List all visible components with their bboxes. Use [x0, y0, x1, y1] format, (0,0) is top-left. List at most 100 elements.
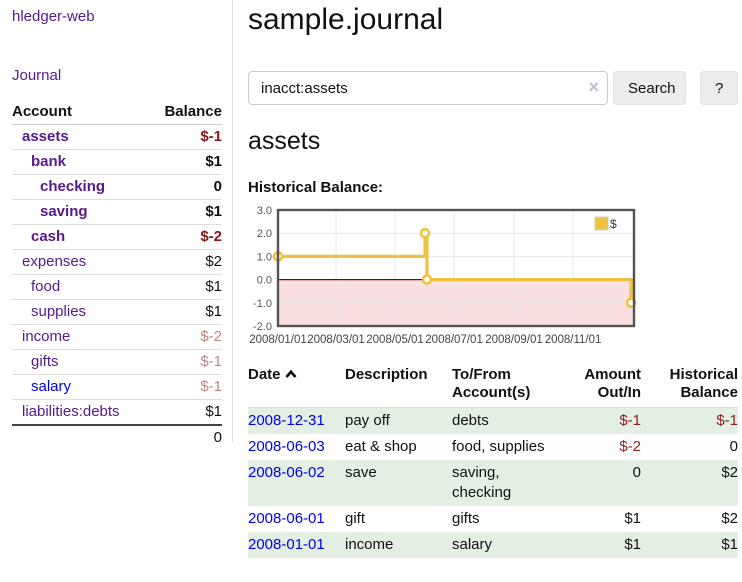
register-table: Date Description To/From Account(s) Amou… [248, 366, 738, 558]
account-row: bank $1 [12, 149, 222, 175]
register-description-cell: save [345, 464, 377, 481]
account-balance: $2 [148, 249, 222, 275]
register-description-cell: eat & shop [345, 438, 417, 455]
search-input[interactable] [248, 71, 608, 105]
account-balance: $-2 [148, 224, 222, 250]
register-accounts-cell: gifts [452, 510, 480, 527]
register-accounts-cell: debts [452, 412, 489, 429]
register-accounts-cell: salary [452, 536, 493, 553]
register-balance-cell: $1 [721, 536, 738, 553]
clear-search-icon[interactable]: × [588, 77, 599, 97]
svg-text:2008/05/01: 2008/05/01 [366, 334, 424, 346]
register-date-cell: 2008-12-31 [248, 408, 345, 435]
register-row: 2008-06-02 save saving, checking 0 $2 [248, 460, 738, 506]
register-date-cell: 2008-06-01 [248, 506, 345, 532]
transaction-date-link[interactable]: 2008-06-03 [248, 438, 325, 455]
register-date-cell: 2008-06-02 [248, 460, 345, 506]
register-balance-cell: 0 [729, 438, 738, 455]
account-link-income[interactable]: income [22, 328, 71, 345]
account-link-saving[interactable]: saving [40, 203, 88, 220]
accounts-column-header: To/From Account(s) [452, 366, 562, 408]
date-column-header[interactable]: Date [248, 366, 345, 408]
account-link-supplies[interactable]: supplies [31, 303, 87, 320]
account-link-checking[interactable]: checking [40, 178, 106, 195]
svg-text:0.0: 0.0 [257, 275, 272, 287]
help-button[interactable]: ? [700, 71, 738, 105]
account-link-assets[interactable]: assets [22, 128, 69, 145]
register-row: 2008-06-03 eat & shop food, supplies $-2 0 [248, 434, 738, 460]
register-accounts-cell: saving, checking [452, 464, 512, 501]
account-balance: $-1 [148, 374, 222, 400]
account-link-liabilities-debts[interactable]: liabilities:debts [22, 403, 120, 420]
account-link-salary[interactable]: salary [31, 378, 72, 395]
main-content: sample.journal × Search ? assets Histori… [248, 0, 738, 558]
account-balance-table: Account Balance assets $-1 bank $1 checking 0… [12, 101, 222, 450]
chart-label: Historical Balance: [248, 179, 384, 196]
account-total-row: 0 [12, 424, 222, 450]
brand-link[interactable]: hledger-web [12, 8, 95, 25]
sidebar-item-journal[interactable]: Journal [12, 67, 62, 84]
register-description-cell: pay off [345, 412, 390, 429]
transaction-date-link[interactable]: 2008-01-01 [248, 536, 325, 553]
register-balance-cell: $2 [721, 510, 738, 527]
account-balance: $-2 [148, 324, 222, 350]
svg-text:2008/01/01: 2008/01/01 [249, 334, 307, 346]
account-link-expenses[interactable]: expenses [22, 253, 87, 270]
account-link-food[interactable]: food [31, 278, 61, 295]
svg-text:2008/07/01: 2008/07/01 [425, 334, 483, 346]
account-row: gifts $-1 [12, 349, 222, 375]
account-link-gifts[interactable]: gifts [31, 353, 59, 370]
account-heading: assets [248, 127, 321, 155]
account-balance: $1 [148, 399, 222, 425]
account-balance: $1 [148, 149, 222, 175]
account-balance: $1 [148, 199, 222, 225]
transaction-date-link[interactable]: 2008-06-01 [248, 510, 325, 527]
balance-column-header-register: Historical Balance [641, 366, 738, 408]
account-row: liabilities:debts $1 [12, 399, 222, 425]
account-balance: $-1 [148, 349, 222, 375]
register-amount-cell: $-2 [619, 438, 641, 455]
svg-text:-2.0: -2.0 [253, 321, 272, 333]
account-link-cash[interactable]: cash [31, 228, 66, 245]
page-title: sample.journal [248, 3, 444, 36]
register-date-cell: 2008-01-01 [248, 532, 345, 558]
account-table-body: assets $-1 bank $1 checking 0 saving $1 cash $-2 e… [12, 125, 222, 425]
register-amount-cell: 0 [632, 464, 641, 481]
register-balance-cell: $2 [721, 464, 738, 481]
account-column-header: Account [12, 101, 149, 125]
register-accounts-cell: food, supplies [452, 438, 545, 455]
register-row: 2008-12-31 pay off debts $-1 $-1 [248, 407, 738, 435]
register-amount-cell: $-1 [619, 412, 641, 429]
balance-column-header: Balance [148, 101, 222, 125]
register-amount-cell: $1 [624, 536, 641, 553]
search-button[interactable]: Search [613, 71, 686, 105]
register-description-cell: income [345, 536, 394, 553]
register-row: 2008-06-01 gift gifts $1 $2 [248, 506, 738, 532]
register-description-cell: gift [345, 510, 366, 527]
sort-ascending-icon[interactable] [285, 366, 297, 384]
account-row: salary $-1 [12, 374, 222, 400]
svg-text:2008/09/01: 2008/09/01 [485, 334, 543, 346]
account-table-header-row: Account Balance [12, 101, 222, 125]
account-balance: $1 [148, 274, 222, 300]
account-row: assets $-1 [12, 125, 222, 150]
register-header-row: Date Description To/From Account(s) Amou… [248, 366, 738, 408]
account-row: checking 0 [12, 174, 222, 200]
register-amount-cell: $1 [624, 510, 641, 527]
search-bar: × Search ? [248, 71, 738, 105]
account-row: saving $1 [12, 199, 222, 225]
historical-balance-chart[interactable]: 3.0 2.0 1.0 0.0 -1.0 -2.0 2008/01/01 2008/03/01… [248, 205, 650, 353]
svg-text:2008/11/01: 2008/11/01 [545, 334, 602, 346]
transaction-date-link[interactable]: 2008-12-31 [248, 412, 325, 429]
account-balance: $1 [148, 299, 222, 325]
total-balance: 0 [148, 424, 222, 450]
register-row: 2008-01-01 income salary $1 $1 [248, 532, 738, 558]
svg-text:2008/03/01: 2008/03/01 [307, 334, 365, 346]
account-link-bank[interactable]: bank [31, 153, 67, 170]
account-row: cash $-2 [12, 224, 222, 250]
svg-text:-1.0: -1.0 [253, 298, 272, 310]
sidebar: hledger-web Journal Account Balance asse… [0, 0, 233, 450]
transaction-date-link[interactable]: 2008-06-02 [248, 464, 325, 481]
svg-text:3.0: 3.0 [257, 205, 272, 217]
